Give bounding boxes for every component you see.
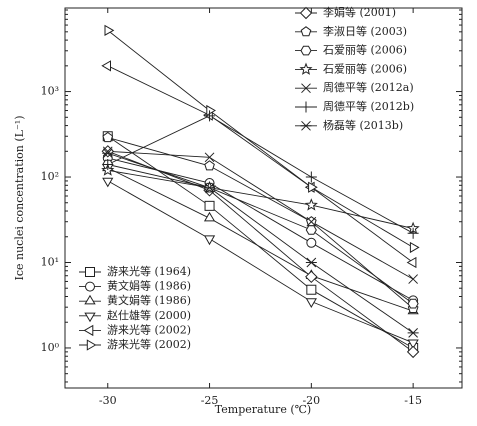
data-point	[101, 60, 111, 72]
legend-marker	[300, 45, 312, 56]
data-point	[204, 160, 215, 171]
data-point	[306, 216, 317, 227]
x-tick-label: -30	[99, 394, 117, 407]
series-line	[107, 65, 414, 263]
legend-marker	[84, 312, 96, 323]
legend-label: 周德平等 (2012b)	[323, 99, 414, 113]
x-axis-label: Temperature (℃)	[215, 403, 311, 416]
series-line	[107, 30, 414, 248]
data-point	[407, 227, 419, 239]
series-line	[107, 180, 414, 344]
data-point	[406, 256, 417, 269]
data-point	[305, 270, 318, 284]
data-point	[203, 235, 216, 246]
legend-label: 杨磊等 (2013b)	[323, 118, 403, 132]
data-point	[304, 198, 318, 211]
data-point	[102, 146, 113, 157]
legend-marker	[300, 26, 312, 37]
y-tick-label: 10¹	[41, 255, 59, 268]
legend-label: 黄文娟等 (1986)	[107, 293, 191, 307]
data-point	[407, 339, 419, 350]
y-tick-label: 10²	[41, 170, 59, 183]
data-point	[305, 257, 317, 268]
data-point	[305, 171, 317, 183]
data-point	[305, 225, 317, 235]
data-point	[406, 345, 420, 359]
data-point	[102, 148, 114, 159]
data-point	[102, 131, 114, 143]
legend-label: 游来光等 (2002)	[107, 322, 191, 336]
data-point	[204, 182, 216, 193]
series-line	[107, 152, 414, 334]
legend-label: 黄文娟等 (1986)	[107, 279, 191, 293]
legend-marker	[299, 62, 313, 75]
data-point	[305, 298, 317, 309]
legend-marker	[300, 101, 312, 113]
legend-marker	[85, 281, 95, 292]
legend-marker	[85, 267, 95, 277]
legend-marker	[299, 6, 313, 20]
data-point	[204, 152, 215, 163]
series-line	[107, 164, 414, 304]
data-point	[204, 110, 216, 122]
legend-marker	[300, 120, 312, 131]
y-tick-label: 10⁰	[41, 341, 60, 354]
data-point	[306, 237, 317, 248]
legend-label: 石爱丽等 (2006)	[323, 43, 407, 57]
data-point	[407, 298, 419, 309]
data-point	[408, 274, 418, 284]
legend-label: 李淑日等 (2003)	[323, 24, 407, 38]
data-point	[306, 284, 317, 295]
x-tick-label: -15	[404, 394, 422, 407]
series-line	[107, 167, 414, 312]
x-tick-label: -20	[302, 394, 320, 407]
data-point	[409, 241, 420, 254]
x-tick-label: -25	[201, 394, 219, 407]
legend-label: 游来光等 (2002)	[107, 337, 191, 351]
legend-label: 石爱丽等 (2006)	[323, 61, 407, 75]
series-line	[107, 115, 414, 234]
plot-frame	[64, 7, 463, 389]
series-line	[107, 169, 414, 229]
y-tick-label: 10³	[41, 85, 59, 98]
data-point	[206, 104, 216, 117]
data-point	[104, 24, 115, 36]
legend-marker	[301, 83, 311, 94]
series-line	[107, 137, 414, 309]
data-point	[203, 211, 216, 222]
data-point	[308, 181, 318, 193]
legend-marker	[83, 324, 94, 337]
legend-label: 游来光等 (1964)	[107, 264, 191, 278]
legend-label: 赵仕雄等 (2000)	[107, 308, 191, 322]
data-point	[407, 328, 419, 338]
y-axis-label: Ice nuclei concentration (L⁻¹)	[13, 116, 26, 281]
data-point	[204, 200, 215, 211]
legend-marker	[84, 294, 96, 305]
series-line	[107, 150, 414, 280]
legend-marker	[86, 339, 97, 351]
data-point	[102, 159, 114, 171]
data-point	[102, 177, 114, 188]
legend-label: 周德平等 (2012a)	[323, 80, 414, 94]
legend-label: 李娟等 (2001)	[323, 5, 396, 19]
